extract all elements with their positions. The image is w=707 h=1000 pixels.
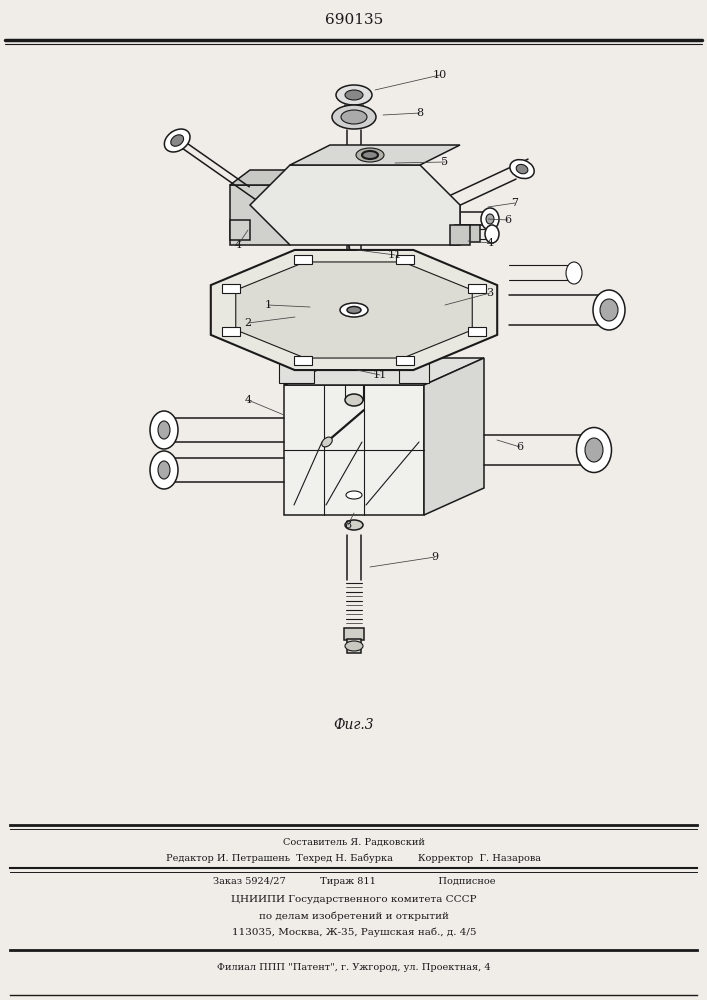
Ellipse shape <box>158 421 170 439</box>
Text: 113035, Москва, Ж-35, Раушская наб., д. 4/5: 113035, Москва, Ж-35, Раушская наб., д. … <box>232 927 477 937</box>
Ellipse shape <box>345 90 363 100</box>
Ellipse shape <box>341 110 367 124</box>
Text: Заказ 5924/27           Тираж 811                    Подписное: Заказ 5924/27 Тираж 811 Подписное <box>213 878 495 886</box>
Ellipse shape <box>576 428 612 473</box>
Ellipse shape <box>566 262 582 284</box>
Ellipse shape <box>345 520 363 530</box>
Polygon shape <box>450 225 470 245</box>
Text: 9: 9 <box>431 552 438 562</box>
Ellipse shape <box>150 451 178 489</box>
Polygon shape <box>230 170 310 185</box>
Text: 6: 6 <box>516 442 524 452</box>
Bar <box>294 356 312 365</box>
Ellipse shape <box>322 437 332 447</box>
Ellipse shape <box>345 394 363 406</box>
Bar <box>344 628 364 640</box>
Ellipse shape <box>356 148 384 162</box>
Ellipse shape <box>486 214 494 224</box>
Ellipse shape <box>150 411 178 449</box>
Text: 4: 4 <box>245 395 252 405</box>
Text: ЦНИИПИ Государственного комитета СССР: ЦНИИПИ Государственного комитета СССР <box>231 896 477 904</box>
Polygon shape <box>250 165 460 245</box>
Text: 10: 10 <box>433 70 447 80</box>
Text: 3: 3 <box>486 288 493 298</box>
Bar <box>222 327 240 336</box>
Text: 11: 11 <box>388 250 402 260</box>
Ellipse shape <box>600 299 618 321</box>
Ellipse shape <box>516 164 528 174</box>
Text: 4: 4 <box>235 240 242 250</box>
Polygon shape <box>455 225 480 242</box>
Ellipse shape <box>585 438 603 462</box>
Ellipse shape <box>347 306 361 314</box>
Ellipse shape <box>345 641 363 651</box>
Bar <box>396 255 414 264</box>
Text: 8: 8 <box>344 520 351 530</box>
Polygon shape <box>230 185 290 245</box>
Polygon shape <box>230 220 250 240</box>
Bar <box>396 356 414 365</box>
Text: 690135: 690135 <box>325 13 383 27</box>
Polygon shape <box>235 262 472 358</box>
Text: Редактор И. Петрашень  Техред Н. Бабурка        Корректор  Г. Назарова: Редактор И. Петрашень Техред Н. Бабурка … <box>167 853 542 863</box>
Text: 7: 7 <box>511 198 518 208</box>
Text: 5: 5 <box>441 157 448 167</box>
Ellipse shape <box>171 135 184 146</box>
Bar <box>222 284 240 293</box>
Text: 6: 6 <box>504 215 512 225</box>
Text: по делам изобретений и открытий: по делам изобретений и открытий <box>259 911 449 921</box>
Text: Составитель Я. Радковский: Составитель Я. Радковский <box>283 838 425 846</box>
Ellipse shape <box>336 85 372 105</box>
Text: Филиал ППП "Патент", г. Ужгород, ул. Проектная, 4: Филиал ППП "Патент", г. Ужгород, ул. Про… <box>217 962 491 972</box>
Ellipse shape <box>510 160 534 179</box>
Ellipse shape <box>164 129 190 152</box>
Bar <box>347 639 361 653</box>
Polygon shape <box>424 358 484 515</box>
Polygon shape <box>399 363 429 383</box>
Text: 4: 4 <box>486 238 493 248</box>
Ellipse shape <box>332 105 376 129</box>
Polygon shape <box>420 185 460 240</box>
Bar <box>294 255 312 264</box>
Ellipse shape <box>593 290 625 330</box>
Text: 8: 8 <box>416 108 423 118</box>
Ellipse shape <box>481 208 499 230</box>
Text: 1: 1 <box>264 300 271 310</box>
Ellipse shape <box>362 151 378 159</box>
Polygon shape <box>279 363 314 383</box>
Bar <box>468 327 486 336</box>
Ellipse shape <box>485 225 499 243</box>
Polygon shape <box>290 145 460 165</box>
Ellipse shape <box>346 491 362 499</box>
Polygon shape <box>284 385 424 515</box>
Ellipse shape <box>340 303 368 317</box>
Polygon shape <box>284 358 484 385</box>
Bar <box>468 284 486 293</box>
Polygon shape <box>211 250 497 370</box>
Text: Фиг.3: Фиг.3 <box>334 718 374 732</box>
Text: 11: 11 <box>373 370 387 380</box>
Ellipse shape <box>158 461 170 479</box>
Text: 2: 2 <box>245 318 252 328</box>
